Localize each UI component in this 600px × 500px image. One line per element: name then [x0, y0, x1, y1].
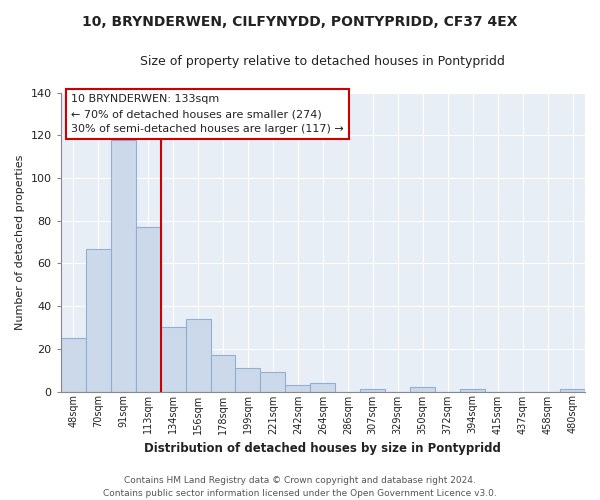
Bar — [136, 227, 161, 392]
Text: Contains HM Land Registry data © Crown copyright and database right 2024.
Contai: Contains HM Land Registry data © Crown c… — [103, 476, 497, 498]
Title: Size of property relative to detached houses in Pontypridd: Size of property relative to detached ho… — [140, 55, 505, 68]
X-axis label: Distribution of detached houses by size in Pontypridd: Distribution of detached houses by size … — [145, 442, 501, 455]
Y-axis label: Number of detached properties: Number of detached properties — [15, 154, 25, 330]
Text: 10 BRYNDERWEN: 133sqm
← 70% of detached houses are smaller (274)
30% of semi-det: 10 BRYNDERWEN: 133sqm ← 70% of detached … — [71, 94, 344, 134]
Bar — [410, 387, 435, 392]
Bar — [61, 338, 86, 392]
Bar — [260, 372, 286, 392]
Bar — [310, 383, 335, 392]
Bar — [211, 355, 235, 392]
Bar — [560, 390, 585, 392]
Bar — [185, 319, 211, 392]
Bar — [460, 390, 485, 392]
Bar — [235, 368, 260, 392]
Text: 10, BRYNDERWEN, CILFYNYDD, PONTYPRIDD, CF37 4EX: 10, BRYNDERWEN, CILFYNYDD, PONTYPRIDD, C… — [82, 15, 518, 29]
Bar — [361, 390, 385, 392]
Bar — [161, 328, 185, 392]
Bar — [110, 140, 136, 392]
Bar — [286, 385, 310, 392]
Bar — [86, 248, 110, 392]
